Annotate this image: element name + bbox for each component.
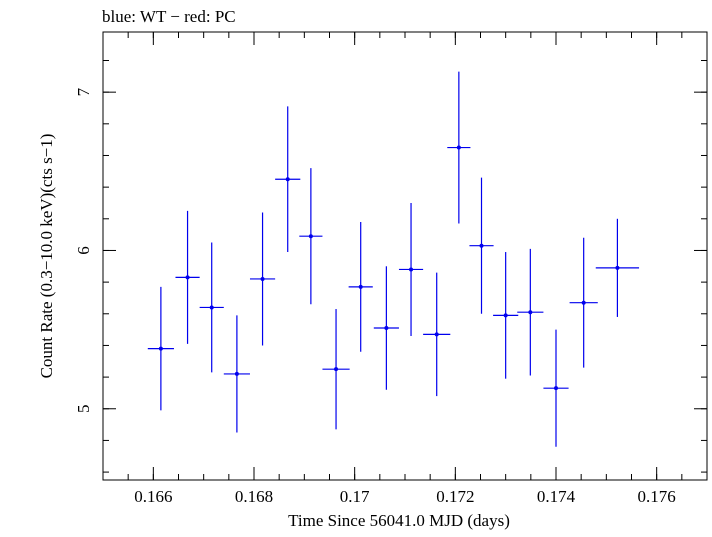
data-point bbox=[348, 221, 373, 352]
major-ticks bbox=[103, 32, 707, 480]
data-point bbox=[595, 218, 640, 317]
data-marker bbox=[285, 177, 290, 182]
x-tick-label: 0.176 bbox=[638, 487, 676, 506]
data-marker bbox=[503, 313, 508, 318]
tick-labels: 0.166 0.168 0.17 0.172 0.174 0.176 5 6 7 bbox=[74, 87, 676, 506]
chart-title: blue: WT − red: PC bbox=[102, 7, 236, 26]
x-tick-label: 0.17 bbox=[340, 487, 370, 506]
y-axis-label: Count Rate (0.3−10.0 keV)(cts s−1) bbox=[37, 134, 56, 379]
data-point bbox=[517, 248, 544, 376]
data-point bbox=[493, 252, 519, 379]
y-tick-label: 5 bbox=[74, 405, 93, 414]
data-marker bbox=[358, 284, 363, 289]
data-marker bbox=[409, 267, 414, 272]
minor-ticks bbox=[102, 32, 708, 480]
data-point bbox=[147, 286, 174, 411]
data-point bbox=[569, 237, 598, 368]
data-point bbox=[275, 106, 301, 253]
data-marker bbox=[158, 346, 163, 351]
data-marker bbox=[581, 300, 586, 305]
data-point bbox=[299, 168, 323, 305]
data-marker bbox=[308, 234, 313, 239]
data-point bbox=[175, 210, 200, 344]
x-tick-label: 0.172 bbox=[436, 487, 474, 506]
data-marker bbox=[528, 310, 533, 315]
y-tick-label: 7 bbox=[74, 87, 93, 96]
data-marker bbox=[384, 326, 389, 331]
data-point bbox=[447, 71, 471, 224]
x-tick-label: 0.168 bbox=[235, 487, 273, 506]
data-marker bbox=[209, 305, 214, 310]
data-marker bbox=[479, 243, 484, 248]
data-point bbox=[223, 315, 250, 433]
data-point bbox=[423, 272, 451, 397]
data-point bbox=[373, 266, 399, 390]
data-point bbox=[249, 212, 276, 346]
data-layer bbox=[147, 71, 640, 447]
x-tick-label: 0.166 bbox=[134, 487, 172, 506]
y-tick-label: 6 bbox=[74, 246, 93, 255]
data-point bbox=[398, 202, 424, 336]
plot-frame bbox=[102, 31, 708, 481]
data-point bbox=[543, 329, 569, 447]
x-axis-label: Time Since 56041.0 MJD (days) bbox=[288, 511, 510, 530]
data-point bbox=[469, 177, 494, 314]
data-point bbox=[199, 242, 224, 373]
x-tick-label: 0.174 bbox=[537, 487, 576, 506]
data-marker bbox=[260, 276, 265, 281]
data-marker bbox=[554, 386, 558, 391]
data-point bbox=[322, 309, 350, 430]
data-marker bbox=[185, 275, 190, 280]
data-marker bbox=[615, 265, 620, 270]
data-marker bbox=[434, 332, 439, 337]
data-marker bbox=[334, 367, 339, 372]
data-marker bbox=[234, 371, 239, 376]
data-marker bbox=[456, 145, 461, 150]
